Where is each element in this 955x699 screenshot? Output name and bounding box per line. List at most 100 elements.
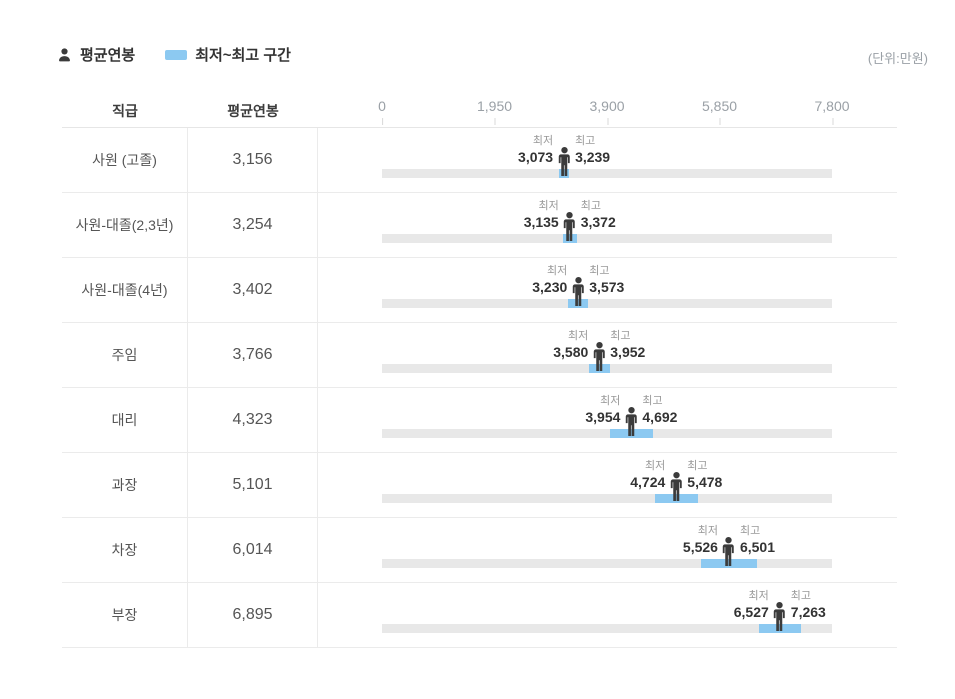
range-track: [382, 559, 832, 568]
max-label: 최고: [575, 135, 596, 147]
min-value-block: 최저 3,580: [553, 330, 588, 361]
average-cell: 3,766: [188, 323, 318, 387]
max-value: 5,478: [687, 474, 723, 490]
person-marker-icon: [572, 277, 584, 306]
axis-tick-mark: [381, 118, 383, 125]
table-body: 사원 (고졸) 3,156 최저 3,073 최고 3,239: [62, 128, 897, 648]
chart-cell: 최저 3,954 최고 4,692: [318, 388, 897, 452]
axis-tick-label: 0: [378, 98, 386, 114]
average-cell: 6,014: [188, 518, 318, 582]
min-value-block: 최저 4,724: [630, 460, 665, 491]
min-value: 3,954: [585, 409, 621, 425]
range-track: [382, 429, 832, 438]
max-label: 최고: [610, 330, 631, 342]
table-row: 부장 6,895 최저 6,527 최고 7,263: [62, 583, 897, 648]
range-track: [382, 299, 832, 308]
table-row: 사원-대졸(2,3년) 3,254 최저 3,135 최고 3,372: [62, 193, 897, 258]
min-value: 4,724: [630, 474, 666, 490]
table-header: 직급 평균연봉 0 1,950 3,900 5,850 7,800: [62, 95, 897, 128]
axis-tick: 7,800: [814, 95, 850, 125]
range-track: [382, 494, 832, 503]
legend-average-label: 평균연봉: [80, 47, 136, 64]
max-value-block: 최고 6,501: [740, 525, 775, 556]
person-marker-icon: [563, 212, 575, 241]
range-bar: [588, 364, 610, 373]
min-value-block: 최저 6,527: [734, 590, 769, 621]
min-value-block: 최저 3,135: [524, 200, 559, 231]
average-cell: 3,156: [188, 128, 318, 192]
range-track: [382, 234, 832, 243]
axis-tick-mark: [494, 118, 496, 125]
chart-cell: 최저 4,724 최고 5,478: [318, 453, 897, 517]
chart-cell: 최저 3,230 최고 3,573: [318, 258, 897, 322]
chart-cell: 최저 3,580 최고 3,952: [318, 323, 897, 387]
table-row: 사원 (고졸) 3,156 최저 3,073 최고 3,239: [62, 128, 897, 193]
legend-item-range: 최저~최고 구간: [165, 44, 291, 65]
grade-cell: 과장: [62, 453, 188, 517]
min-label: 최저: [697, 525, 718, 537]
person-marker-icon: [670, 472, 682, 501]
grade-cell: 사원 (고졸): [62, 128, 188, 192]
min-label: 최저: [547, 265, 568, 277]
range-bar: [568, 299, 589, 308]
min-value-block: 최저 5,526: [683, 525, 718, 556]
person-marker-icon: [625, 407, 637, 436]
range-bar: [700, 559, 758, 568]
legend-item-average: 평균연봉: [57, 44, 135, 65]
min-value-block: 최저 3,073: [518, 135, 553, 166]
axis-tick-mark: [719, 118, 721, 125]
max-label: 최고: [687, 460, 708, 472]
person-marker-icon: [774, 602, 786, 631]
chart-cell: 최저 5,526 최고 6,501: [318, 518, 897, 582]
min-label: 최저: [645, 460, 666, 472]
person-marker-icon: [558, 147, 570, 176]
person-marker-icon: [593, 342, 605, 371]
range-bar: [758, 624, 801, 633]
max-label: 최고: [790, 590, 812, 602]
max-value: 7,263: [790, 604, 826, 620]
grade-cell: 부장: [62, 583, 188, 647]
header-average: 평균연봉: [227, 103, 279, 119]
axis-tick-label: 5,850: [701, 98, 738, 114]
salary-table: 직급 평균연봉 0 1,950 3,900 5,850 7,800 사원 (고졸) 3,…: [62, 95, 897, 648]
min-value: 3,230: [532, 279, 568, 295]
grade-cell: 주임: [62, 323, 188, 387]
max-value: 3,573: [589, 279, 625, 295]
header-grade: 직급: [112, 103, 138, 119]
max-value-block: 최고 3,573: [589, 265, 624, 296]
max-value-block: 최고 7,263: [791, 590, 826, 621]
min-label: 최저: [748, 590, 769, 602]
max-label: 최고: [739, 525, 761, 537]
max-value-block: 최고 3,952: [610, 330, 645, 361]
range-swatch: [165, 49, 188, 60]
min-value: 3,135: [523, 214, 559, 230]
range-bar: [562, 234, 577, 243]
min-value: 6,527: [733, 604, 769, 620]
table-row: 사원-대졸(4년) 3,402 최저 3,230 최고 3,573: [62, 258, 897, 323]
axis-tick: 0: [378, 95, 386, 125]
chart-cell: 최저 3,073 최고 3,239: [318, 128, 897, 192]
header-chart-axis: 0 1,950 3,900 5,850 7,800: [318, 95, 897, 127]
axis-tick: 1,950: [477, 95, 512, 125]
average-cell: 6,895: [188, 583, 318, 647]
axis-tick-mark: [831, 118, 833, 125]
max-value: 3,239: [575, 149, 611, 165]
max-value-block: 최고 3,372: [581, 200, 616, 231]
axis-tick-label: 3,900: [589, 98, 625, 114]
chart-cell: 최저 6,527 최고 7,263: [318, 583, 897, 647]
range-track: [382, 624, 832, 633]
axis-tick: 5,850: [701, 95, 738, 125]
grade-cell: 사원-대졸(4년): [62, 258, 188, 322]
person-bust-icon: [59, 47, 70, 61]
max-value-block: 최고 3,239: [575, 135, 610, 166]
table-row: 과장 5,101 최저 4,724 최고 5,478: [62, 453, 897, 518]
range-bar: [559, 169, 569, 178]
max-value-block: 최고 5,478: [687, 460, 722, 491]
unit-note: (단위:만원): [867, 51, 928, 66]
range-track: [382, 169, 832, 178]
table-row: 주임 3,766 최저 3,580 최고 3,952: [62, 323, 897, 388]
average-cell: 4,323: [188, 388, 318, 452]
min-value-block: 최저 3,230: [532, 265, 567, 296]
min-label: 최저: [568, 330, 589, 342]
